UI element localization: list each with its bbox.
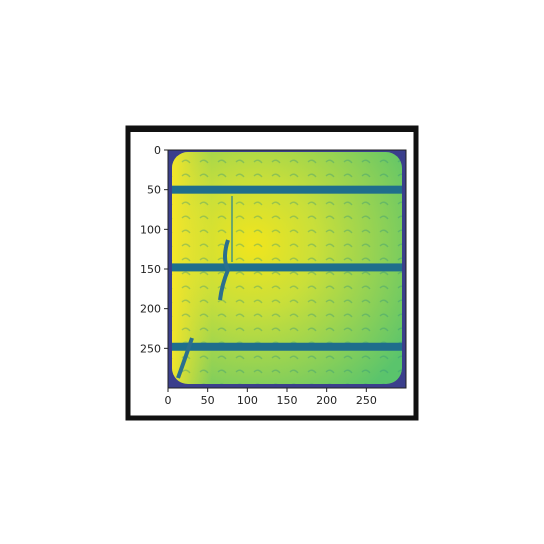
y-axis: 0 50 100 150 200 250	[140, 144, 168, 355]
busbar-3	[172, 342, 402, 351]
busbar-1	[172, 185, 402, 194]
y-tick-label: 0	[154, 144, 161, 157]
crack-defect-lower	[176, 337, 194, 379]
x-tick-label: 0	[165, 394, 172, 407]
x-tick-label: 150	[277, 394, 298, 407]
x-tick-label: 100	[237, 394, 258, 407]
y-tick-label: 150	[140, 263, 161, 276]
y-tick-label: 50	[147, 184, 161, 197]
x-tick-label: 250	[356, 394, 377, 407]
heatmap-image	[168, 150, 406, 388]
top-strip	[128, 126, 416, 132]
axes: 0 50 100 150 200 250 0 50 100 150 200 250	[140, 144, 407, 407]
x-tick-label: 50	[201, 394, 215, 407]
x-axis: 0 50 100 150 200 250	[165, 388, 377, 407]
busbar-2	[172, 263, 402, 272]
y-tick-label: 250	[140, 342, 161, 355]
crack-defect	[218, 239, 231, 301]
x-tick-label: 200	[316, 394, 337, 407]
y-tick-label: 200	[140, 303, 161, 316]
busbars	[172, 185, 402, 351]
y-tick-label: 100	[140, 223, 161, 236]
